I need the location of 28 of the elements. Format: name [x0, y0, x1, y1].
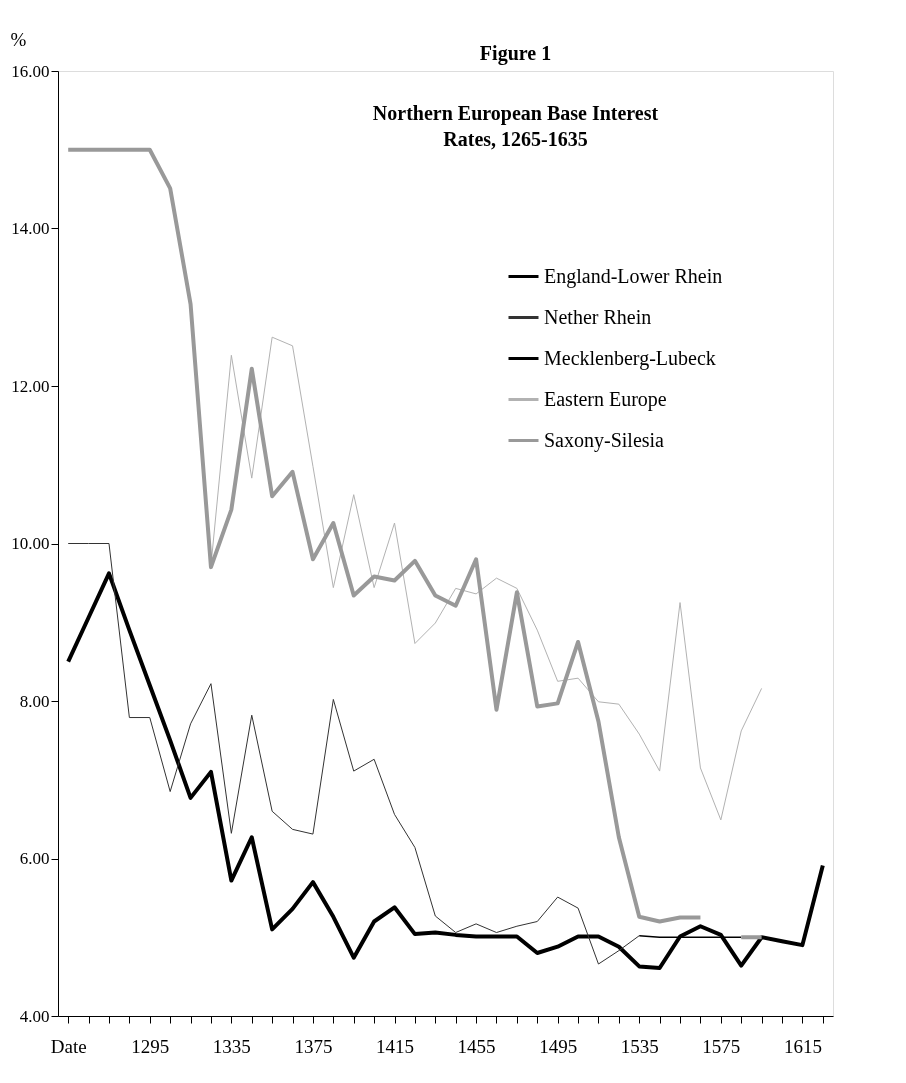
x-tick-label: 1615 [783, 1035, 822, 1057]
x-tick-label: 1415 [376, 1035, 415, 1057]
line-series [210, 336, 763, 821]
x-tick-label: 1335 [212, 1035, 251, 1057]
x-tick-label: 1495 [539, 1035, 578, 1057]
legend-label: Saxony-Silesia [544, 428, 665, 452]
text: Northern European Base Interest Rates, 1265-1635 [372, 102, 659, 150]
x-tick-label: 1575 [702, 1035, 741, 1057]
x-tick-label: 1535 [620, 1035, 659, 1057]
y-tick-label: 6.00 [19, 849, 50, 868]
chart-title: Figure 1 [479, 42, 552, 65]
legend-label: Mecklenberg-Lubeck [544, 346, 716, 370]
x-tick-label: Date [50, 1035, 87, 1057]
y-tick-label: 4.00 [19, 1006, 50, 1026]
line-series [67, 543, 640, 965]
y-tick-label: 8.00 [19, 691, 50, 711]
y-tick-label: 16.00 [11, 61, 50, 81]
y-axis-title: % [10, 28, 27, 50]
y-tick-label: 10.00 [11, 534, 50, 553]
line-series [66, 571, 825, 970]
x-tick-label: 1455 [457, 1035, 496, 1057]
x-tick-label: 1375 [294, 1035, 333, 1057]
y-tick-label: 12.00 [11, 376, 50, 396]
x-tick-label: 1295 [131, 1035, 170, 1057]
legend-label: Eastern Europe [544, 387, 667, 411]
legend-label: England-Lower Rhein [544, 264, 723, 288]
legend-label: Nether Rhein [544, 305, 652, 328]
y-tick-label: 14.00 [11, 219, 50, 238]
